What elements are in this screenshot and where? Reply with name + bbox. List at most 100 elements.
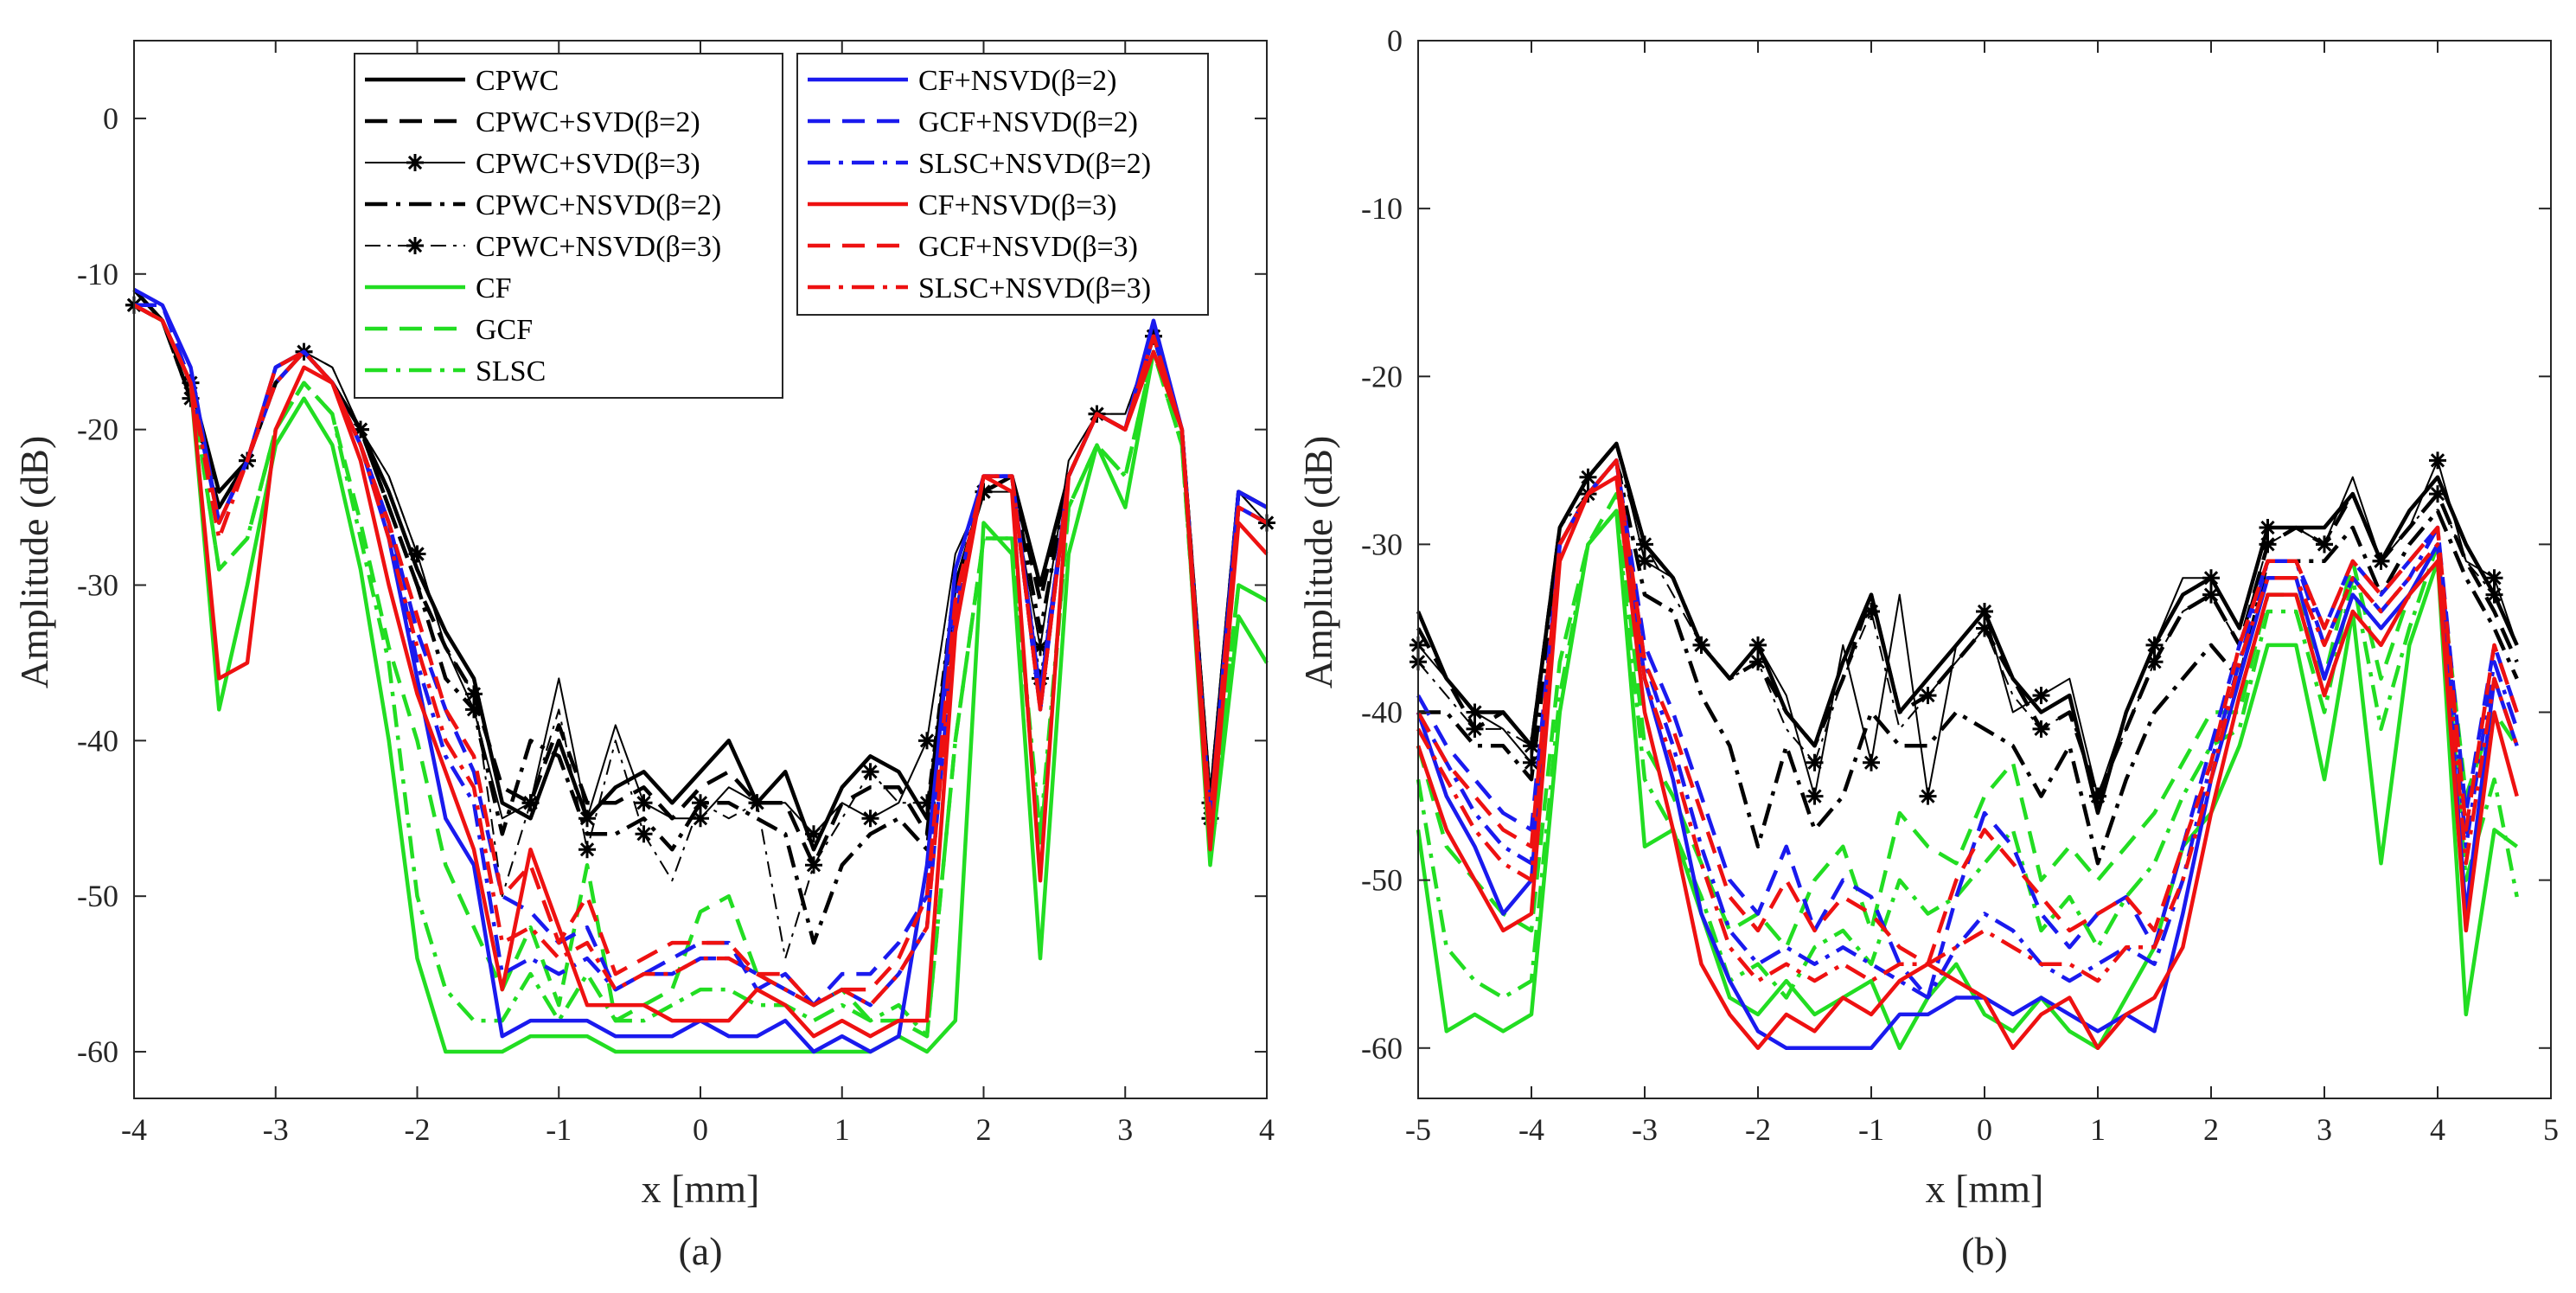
- legend-label: CPWC+SVD(β=2): [476, 106, 700, 138]
- y-axis-label-b: Amplitude (dB): [1296, 436, 1340, 689]
- data-point: [1976, 619, 1993, 637]
- x-tick-label: 2: [2203, 1112, 2219, 1147]
- data-point: [635, 825, 653, 843]
- y-tick-label: 0: [103, 101, 118, 136]
- y-tick-label: -20: [77, 413, 118, 447]
- data-point: [2372, 552, 2390, 570]
- series-line-7: [132, 303, 1269, 1039]
- legend-label: GCF+NSVD(β=3): [918, 231, 1138, 263]
- series-markers-5: [125, 296, 1275, 874]
- legend-label: CF+NSVD(β=2): [918, 65, 1116, 97]
- legend-label: CPWC+NSVD(β=2): [476, 189, 721, 221]
- data-point: [2032, 720, 2050, 738]
- data-point: [578, 841, 596, 859]
- data-point: [2145, 636, 2164, 654]
- legend-marker: [406, 237, 424, 254]
- y-tick-labels-b: 0 -10 -20 -30 -40 -50 -60: [1361, 23, 1403, 1066]
- x-tick-label: 3: [1117, 1112, 1133, 1147]
- y-tick-label: -40: [1361, 695, 1403, 730]
- caption-b: (b): [1961, 1229, 2008, 1273]
- x-tick-label: -1: [1858, 1112, 1884, 1147]
- legend-label: SLSC+NSVD(β=3): [918, 272, 1151, 304]
- data-point: [918, 732, 936, 750]
- x-axis-label-a: x [mm]: [642, 1167, 760, 1211]
- y-tick-label: -40: [77, 723, 118, 758]
- data-point: [2032, 687, 2050, 705]
- data-point: [692, 794, 709, 812]
- data-point: [1749, 636, 1767, 654]
- data-point: [1919, 787, 1937, 805]
- x-tick-label: 0: [1977, 1112, 1992, 1147]
- data-point: [2202, 569, 2220, 587]
- data-point: [748, 794, 766, 812]
- legend-label: GCF: [476, 314, 533, 346]
- data-point: [2089, 787, 2106, 805]
- legend-label: CF+NSVD(β=3): [918, 189, 1116, 221]
- legend-label: CF: [476, 272, 512, 304]
- data-point: [2485, 569, 2503, 587]
- data-point: [2429, 485, 2446, 503]
- legend-box: [354, 53, 783, 399]
- x-tick-labels-a: -4 -3 -2 -1 0 1 2 3 4: [121, 1112, 1275, 1147]
- legend-label: SLSC+NSVD(β=2): [918, 148, 1151, 180]
- y-tick-label: -60: [1361, 1031, 1403, 1066]
- series-lines: [125, 287, 1275, 1054]
- x-tick-label: 0: [693, 1112, 708, 1147]
- series-line-8: [132, 303, 1269, 1039]
- data-point: [1636, 535, 1653, 554]
- data-point: [1863, 603, 1880, 621]
- tick-marks: [1417, 40, 2552, 1098]
- data-point: [861, 810, 879, 828]
- y-tick-label: -50: [1361, 863, 1403, 898]
- y-tick-label: -60: [77, 1034, 118, 1069]
- data-point: [635, 794, 653, 812]
- data-point: [2485, 586, 2503, 604]
- legend-right: CF+NSVD(β=2) GCF+NSVD(β=2) SLSC+NSVD(β=2) C…: [796, 53, 1209, 316]
- data-point: [2259, 535, 2277, 554]
- x-tick-label: -5: [1405, 1112, 1431, 1147]
- legend-label: CPWC+NSVD(β=3): [476, 231, 721, 263]
- x-tick-label: -2: [405, 1112, 431, 1147]
- data-point: [1919, 687, 1937, 705]
- caption-a: (a): [678, 1229, 722, 1273]
- x-tick-label: -3: [263, 1112, 289, 1147]
- data-point: [2202, 586, 2220, 604]
- data-point: [1749, 653, 1767, 671]
- x-tick-label: 2: [976, 1112, 992, 1147]
- x-tick-label: 3: [2317, 1112, 2332, 1147]
- y-tick-label: -50: [77, 879, 118, 913]
- series-line-14: [1416, 458, 2519, 983]
- legend-label: SLSC: [476, 355, 546, 387]
- legend-label: GCF+NSVD(β=2): [918, 106, 1138, 138]
- series-line-3: [1417, 442, 2518, 797]
- legend-marker: [406, 154, 424, 171]
- y-tick-label: -10: [1361, 191, 1403, 226]
- data-point: [805, 825, 822, 843]
- data-point: [1466, 720, 1484, 738]
- series-line-13: [1416, 458, 2519, 966]
- x-tick-label: 1: [834, 1112, 850, 1147]
- x-tick-label: 5: [2543, 1112, 2559, 1147]
- x-tick-label: -2: [1745, 1112, 1771, 1147]
- series-line-14: [132, 303, 1269, 1008]
- y-tick-label: -30: [1361, 527, 1403, 561]
- legend-label: CPWC+SVD(β=3): [476, 148, 700, 180]
- data-point: [2429, 451, 2446, 470]
- legend-left: CPWC CPWC+SVD(β=2) CPWC+SVD(β=3) CPWC+NSVD(…: [354, 53, 783, 399]
- data-point: [1523, 737, 1540, 755]
- series-line-7: [1416, 491, 2519, 950]
- legend-box: [796, 53, 1209, 316]
- data-point: [1692, 636, 1710, 654]
- x-axis-label-b: x [mm]: [1926, 1167, 2044, 1211]
- x-tick-label: -4: [121, 1112, 147, 1147]
- series-line-12: [1416, 475, 2519, 1051]
- data-point: [1806, 787, 1824, 805]
- data-point: [2145, 653, 2164, 671]
- x-tick-label: 4: [1259, 1112, 1275, 1147]
- y-axis-label-a: Amplitude (dB): [12, 436, 56, 689]
- y-tick-label: -10: [77, 257, 118, 291]
- tick-marks: [133, 41, 1268, 1098]
- x-tick-label: -3: [1632, 1112, 1658, 1147]
- legend-label: CPWC: [476, 65, 559, 97]
